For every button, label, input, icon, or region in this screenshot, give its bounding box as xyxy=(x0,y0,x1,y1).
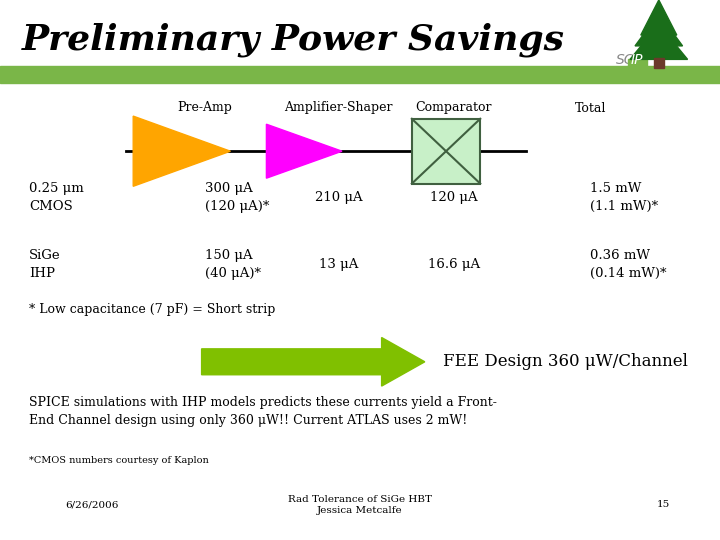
Text: 210 μA: 210 μA xyxy=(315,191,362,204)
Polygon shape xyxy=(635,14,683,46)
Text: 300 μA
(120 μA)*: 300 μA (120 μA)* xyxy=(205,181,269,213)
Text: Preliminary Power Savings: Preliminary Power Savings xyxy=(22,22,564,57)
FancyArrow shape xyxy=(202,338,425,386)
Text: Comparator: Comparator xyxy=(415,102,492,114)
Bar xyxy=(654,58,664,68)
Text: * Low capacitance (7 pF) = Short strip: * Low capacitance (7 pF) = Short strip xyxy=(29,303,275,316)
Text: Rad Tolerance of SiGe HBT
Jessica Metcalfe: Rad Tolerance of SiGe HBT Jessica Metcal… xyxy=(288,495,432,515)
Polygon shape xyxy=(630,24,688,59)
Text: ': ' xyxy=(646,53,649,68)
Text: IP: IP xyxy=(631,53,644,68)
Bar xyxy=(412,119,480,184)
Text: 16.6 μA: 16.6 μA xyxy=(428,258,480,271)
Text: Pre-Amp: Pre-Amp xyxy=(178,102,233,114)
Text: 0.25 μm
CMOS: 0.25 μm CMOS xyxy=(29,181,84,213)
FancyBboxPatch shape xyxy=(628,59,647,71)
Text: SC: SC xyxy=(616,53,634,68)
Polygon shape xyxy=(641,0,677,35)
Text: 6/26/2006: 6/26/2006 xyxy=(65,501,118,509)
Text: 150 μA
(40 μA)*: 150 μA (40 μA)* xyxy=(205,249,261,280)
Polygon shape xyxy=(133,116,230,186)
Text: Amplifier-Shaper: Amplifier-Shaper xyxy=(284,102,392,114)
Text: SiGe
IHP: SiGe IHP xyxy=(29,249,60,280)
Text: Total: Total xyxy=(575,102,606,114)
Text: 13 μA: 13 μA xyxy=(319,258,358,271)
Text: *CMOS numbers courtesy of Kaplon: *CMOS numbers courtesy of Kaplon xyxy=(29,456,209,464)
Text: 120 μA: 120 μA xyxy=(430,191,477,204)
Polygon shape xyxy=(266,124,342,178)
Bar xyxy=(0,66,720,83)
Text: FEE Design 360 μW/Channel: FEE Design 360 μW/Channel xyxy=(443,353,688,370)
Text: 1.5 mW
(1.1 mW)*: 1.5 mW (1.1 mW)* xyxy=(590,181,659,213)
Text: 15: 15 xyxy=(657,501,670,509)
Text: SPICE simulations with IHP models predicts these currents yield a Front-
End Cha: SPICE simulations with IHP models predic… xyxy=(29,396,497,427)
Text: 0.36 mW
(0.14 mW)*: 0.36 mW (0.14 mW)* xyxy=(590,249,667,280)
